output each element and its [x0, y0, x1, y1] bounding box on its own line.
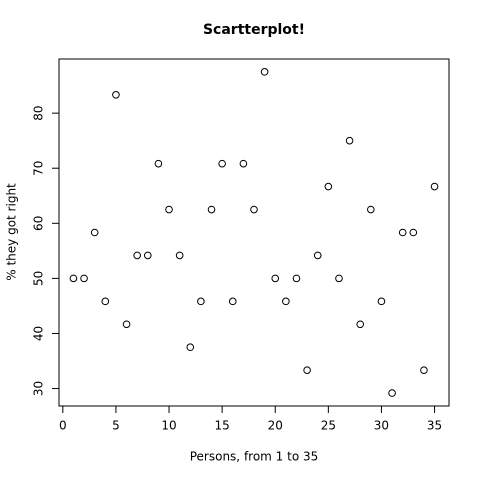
point [356, 320, 365, 329]
point [154, 159, 163, 168]
point [90, 228, 99, 237]
x-tick-label: 35 [427, 419, 442, 433]
point [165, 205, 173, 214]
point [260, 68, 269, 76]
y-axis-label: % they got right [5, 183, 19, 281]
point [207, 205, 216, 214]
point [239, 159, 248, 168]
point [271, 274, 280, 283]
point [388, 389, 396, 397]
point [101, 297, 110, 306]
point [324, 182, 333, 191]
point [398, 228, 407, 237]
y-tick-label: 50 [32, 271, 46, 286]
x-tick-label: 0 [59, 419, 67, 433]
y-tick-label: 70 [32, 161, 46, 176]
x-tick-label: 10 [161, 419, 176, 433]
point [69, 274, 78, 283]
point [313, 251, 322, 260]
point [80, 274, 88, 283]
point [250, 205, 258, 214]
x-tick-label: 30 [374, 419, 389, 433]
chart-title: Scartterplot! [203, 22, 305, 38]
point [133, 251, 141, 260]
point [186, 343, 195, 352]
point [282, 297, 290, 306]
plot-box [58, 58, 450, 407]
point [122, 320, 131, 329]
point [112, 91, 120, 99]
y-tick-label: 60 [32, 216, 46, 231]
y-tick-label: 30 [32, 381, 46, 396]
point [420, 366, 428, 374]
point [430, 182, 439, 191]
point [377, 297, 386, 306]
x-tick-label: 25 [321, 419, 336, 433]
point [143, 251, 152, 260]
point [197, 297, 205, 306]
point [292, 274, 301, 283]
y-tick-label: 40 [32, 326, 46, 341]
x-tick-label: 20 [268, 419, 283, 433]
x-tick-label: 5 [112, 419, 120, 433]
point [409, 228, 418, 237]
point [228, 297, 237, 306]
x-axis-label: Persons, from 1 to 35 [190, 450, 319, 464]
point [345, 136, 354, 145]
point [335, 274, 343, 283]
x-tick-label: 15 [214, 419, 229, 433]
y-tick-label: 80 [32, 106, 46, 121]
point [218, 159, 226, 168]
point [175, 251, 184, 260]
point [367, 205, 375, 214]
point [303, 366, 311, 374]
